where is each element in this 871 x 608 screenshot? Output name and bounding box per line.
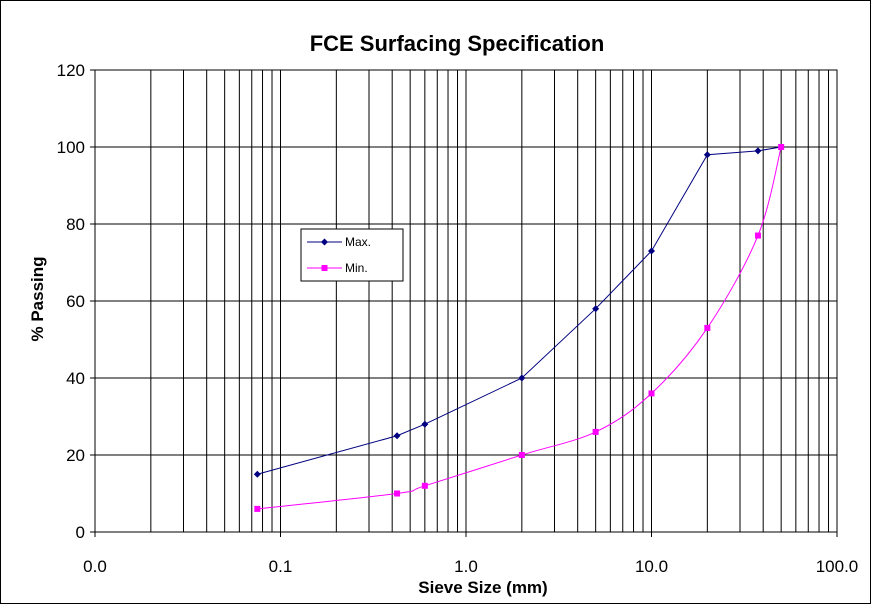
x-tick-label: 100.0 [816, 557, 859, 576]
grid-layer [95, 70, 837, 532]
chart-title: FCE Surfacing Specification [310, 31, 605, 56]
x-tick-label: 0.1 [269, 557, 293, 576]
data-point-min [754, 232, 761, 239]
data-point-min [421, 482, 428, 489]
y-tick-label: 0 [76, 523, 85, 542]
x-tick-label: 0.0 [83, 557, 107, 576]
data-point-max [648, 247, 655, 255]
y-axis-label: % Passing [28, 256, 47, 341]
y-tick-label: 20 [66, 446, 85, 465]
legend-marker-min [321, 265, 328, 271]
x-tick-label: 1.0 [454, 557, 478, 576]
y-tick-label: 40 [66, 369, 85, 388]
x-axis-label: Sieve Size (mm) [418, 578, 547, 597]
y-tick-label: 60 [66, 292, 85, 311]
data-point-min [648, 390, 655, 397]
legend-label-min: Min. [345, 261, 368, 275]
y-tick-label: 100 [57, 138, 85, 157]
legend: Max. Min. [300, 228, 404, 282]
data-point-max [393, 432, 401, 440]
data-point-max [754, 147, 762, 155]
data-point-max [421, 420, 429, 428]
legend-marker-max [321, 238, 328, 246]
data-point-min [778, 144, 785, 150]
y-tick-label: 80 [66, 215, 85, 234]
data-point-min [518, 452, 525, 458]
x-tick-label: 10.0 [635, 557, 668, 576]
data-point-max [703, 151, 711, 159]
data-point-min [704, 324, 711, 331]
data-point-min [254, 505, 261, 512]
data-point-min [592, 428, 599, 435]
legend-label-max: Max. [345, 235, 371, 249]
data-point-min [394, 490, 401, 497]
legend-box [300, 228, 404, 282]
data-point-max [253, 470, 261, 478]
data-point-max [592, 305, 600, 313]
data-point-max [518, 374, 526, 382]
y-tick-label: 120 [57, 61, 85, 80]
series-layer [253, 143, 785, 512]
tick-layer: 0 20 40 60 80 100 120 0.0 0.1 1.0 10.0 100.0 [57, 61, 859, 576]
